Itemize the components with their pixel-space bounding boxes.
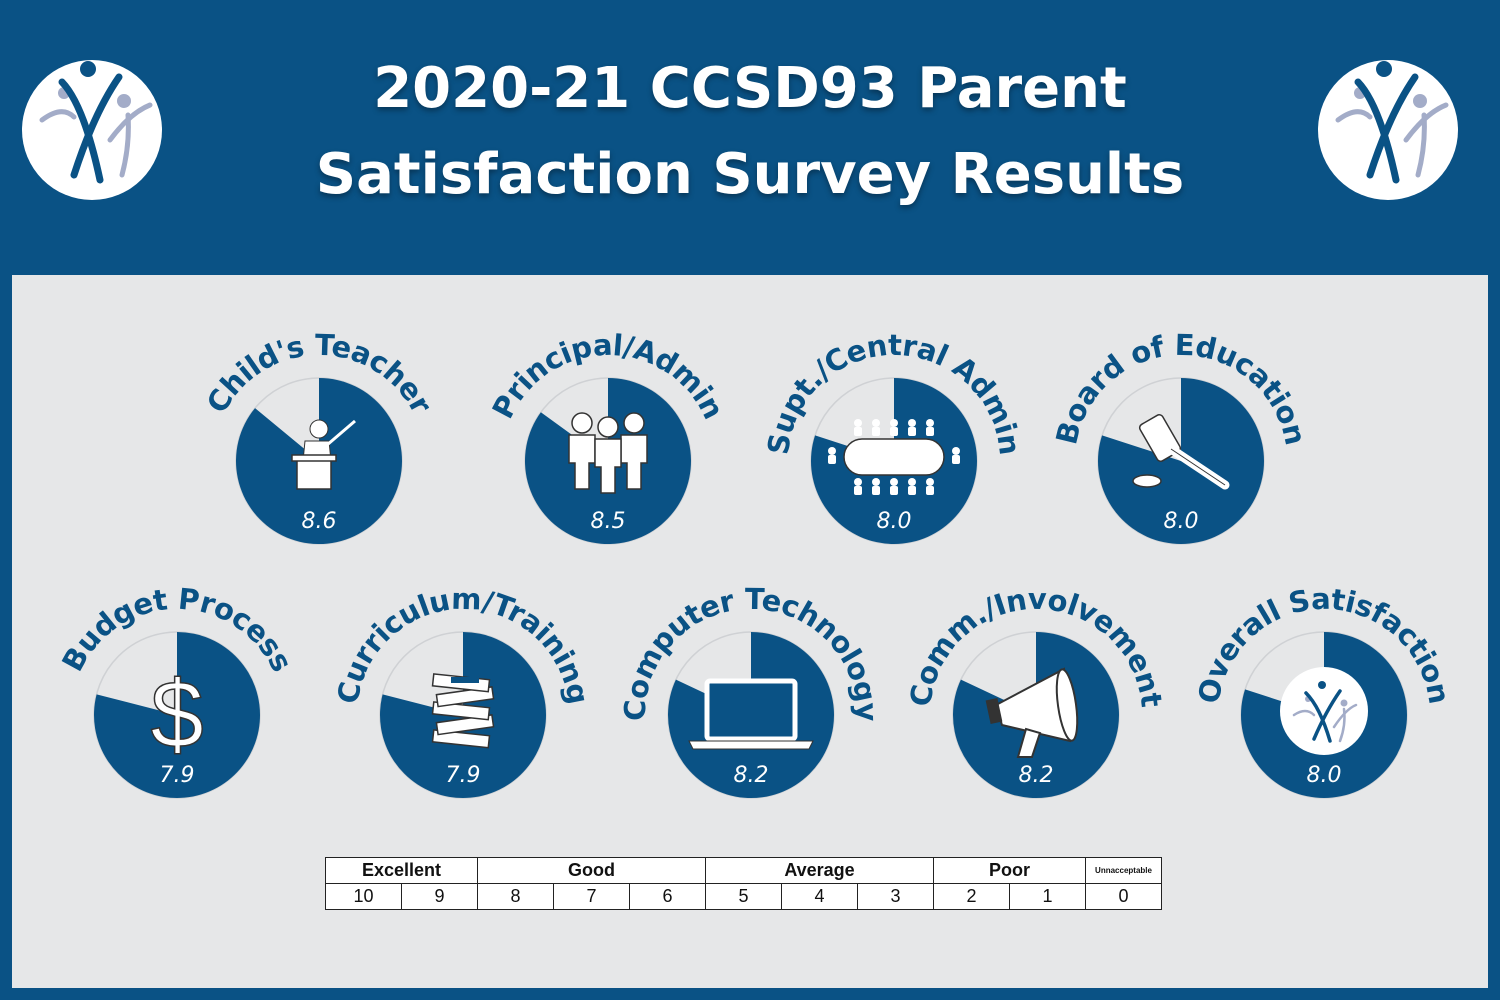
gauge-value-label: 8.0 xyxy=(877,509,912,534)
svg-text:$: $ xyxy=(150,661,203,768)
header-banner: 2020-21 CCSD93 Parent Satisfaction Surve… xyxy=(0,0,1500,275)
gauge-value-label: 8.0 xyxy=(1307,763,1342,788)
page-title-line-1: 2020-21 CCSD93 Parent xyxy=(373,56,1127,121)
teacher-icon xyxy=(291,419,356,490)
people-logo-icon xyxy=(1335,61,1449,184)
rating-scale-table: Excellent Good Average Poor Unnacceptabl… xyxy=(325,857,1162,910)
meeting-table-icon xyxy=(828,419,960,495)
scale-level-excellent: Excellent xyxy=(325,857,478,884)
district-logo-right xyxy=(1318,45,1458,215)
scale-number: 8 xyxy=(477,883,554,910)
scale-number: 9 xyxy=(401,883,478,910)
scale-number: 1 xyxy=(1009,883,1086,910)
scale-level-good: Good xyxy=(477,857,706,884)
page-title-line-2: Satisfaction Survey Results xyxy=(315,142,1185,207)
scale-number: 0 xyxy=(1085,883,1162,910)
scale-number: 5 xyxy=(705,883,782,910)
gauge-value-label: 7.9 xyxy=(160,763,195,788)
scale-level-average: Average xyxy=(705,857,934,884)
gavel-icon xyxy=(1132,414,1230,490)
gauge-value-label: 7.9 xyxy=(446,763,481,788)
gauge-value-label: 8.6 xyxy=(302,509,337,534)
gauge-value-label: 8.2 xyxy=(1019,763,1054,788)
scale-number: 4 xyxy=(781,883,858,910)
dollar-icon: $ xyxy=(150,660,205,769)
gauge-value-label: 8.2 xyxy=(734,763,769,788)
logo-icon xyxy=(1280,667,1368,755)
scale-number: 10 xyxy=(325,883,402,910)
gauge-wedge xyxy=(94,632,261,798)
district-logo-left xyxy=(22,45,162,215)
books-icon xyxy=(431,673,495,749)
megaphone-icon xyxy=(985,667,1079,758)
group-icon xyxy=(568,412,648,494)
scale-number-row: 10 9 8 7 6 5 4 3 2 1 0 xyxy=(325,883,1162,910)
gauge-value-label: 8.5 xyxy=(591,509,626,534)
scale-level-row: Excellent Good Average Poor Unnacceptabl… xyxy=(325,857,1162,884)
scale-level-unacceptable: Unnacceptable xyxy=(1085,857,1162,884)
laptop-icon xyxy=(688,678,814,750)
scale-number: 3 xyxy=(857,883,934,910)
gauge-value-label: 8.0 xyxy=(1164,509,1199,534)
people-logo-icon xyxy=(39,61,153,184)
scale-level-poor: Poor xyxy=(933,857,1086,884)
scale-number: 6 xyxy=(629,883,706,910)
scale-number: 7 xyxy=(553,883,630,910)
scale-number: 2 xyxy=(933,883,1010,910)
